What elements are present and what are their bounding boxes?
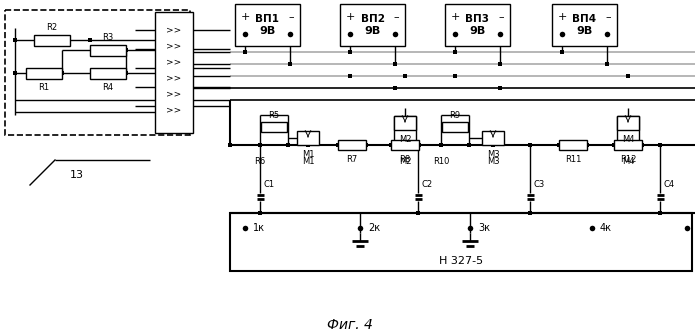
Bar — [338, 140, 366, 150]
Bar — [442, 122, 468, 132]
Text: M1: M1 — [302, 150, 315, 159]
Text: 9В: 9В — [259, 26, 275, 36]
Text: 9В: 9В — [364, 26, 381, 36]
Bar — [90, 68, 126, 79]
Bar — [235, 4, 300, 46]
Text: >>: >> — [166, 42, 182, 50]
Text: >>: >> — [166, 89, 182, 98]
Text: R2: R2 — [46, 24, 57, 33]
Text: +: + — [241, 12, 250, 22]
Bar — [297, 131, 319, 145]
Text: 2к: 2к — [368, 223, 380, 233]
Text: ВП4: ВП4 — [572, 14, 596, 24]
Text: С4: С4 — [664, 180, 675, 189]
Text: >>: >> — [166, 106, 182, 115]
Text: –: – — [394, 12, 399, 22]
Text: R5: R5 — [268, 111, 280, 120]
Bar — [552, 4, 617, 46]
Bar — [340, 4, 405, 46]
Bar — [5, 10, 190, 135]
Text: 3к: 3к — [478, 223, 490, 233]
Text: 9В: 9В — [577, 26, 593, 36]
Text: M3: M3 — [487, 157, 499, 166]
Text: С2: С2 — [422, 180, 433, 189]
Text: R6: R6 — [254, 157, 266, 166]
Text: С1: С1 — [264, 180, 275, 189]
Text: M3: M3 — [487, 150, 499, 159]
Text: +: + — [346, 12, 355, 22]
Text: M1: M1 — [302, 157, 315, 166]
Text: M2: M2 — [398, 135, 411, 144]
Text: –: – — [498, 12, 504, 22]
Text: M2: M2 — [398, 157, 411, 166]
Bar — [394, 116, 416, 130]
Text: ВП3: ВП3 — [466, 14, 489, 24]
Bar — [614, 140, 642, 150]
Text: 13: 13 — [70, 170, 84, 180]
Text: R10: R10 — [433, 157, 449, 166]
Text: R11: R11 — [565, 155, 581, 164]
Text: R12: R12 — [620, 155, 636, 164]
Text: R8: R8 — [399, 155, 410, 164]
Text: >>: >> — [166, 57, 182, 67]
Text: С3: С3 — [534, 180, 545, 189]
Text: Фиг. 4: Фиг. 4 — [327, 318, 373, 332]
Text: R9: R9 — [449, 111, 461, 120]
Text: +: + — [451, 12, 461, 22]
Text: M4: M4 — [621, 135, 634, 144]
Text: >>: >> — [166, 74, 182, 83]
Bar — [230, 213, 692, 271]
Text: R7: R7 — [347, 155, 358, 164]
Text: Н 327-5: Н 327-5 — [439, 256, 483, 266]
Bar — [559, 140, 587, 150]
Bar — [445, 4, 510, 46]
Text: –: – — [289, 12, 294, 22]
Text: R4: R4 — [103, 84, 113, 92]
Bar — [90, 44, 126, 55]
Bar — [261, 122, 287, 132]
Text: 9В: 9В — [469, 26, 486, 36]
Bar — [155, 12, 193, 133]
Bar — [34, 35, 70, 45]
Text: +: + — [558, 12, 568, 22]
Text: 4к: 4к — [600, 223, 612, 233]
Text: R1: R1 — [38, 84, 50, 92]
Text: 1к: 1к — [253, 223, 265, 233]
Text: ВП1: ВП1 — [256, 14, 280, 24]
Text: –: – — [605, 12, 611, 22]
Text: ВП2: ВП2 — [361, 14, 384, 24]
Text: >>: >> — [166, 26, 182, 35]
Text: M4: M4 — [621, 157, 634, 166]
Bar — [617, 116, 639, 130]
Bar — [482, 131, 504, 145]
Bar — [26, 68, 62, 79]
Text: R3: R3 — [102, 34, 114, 42]
Bar — [391, 140, 419, 150]
